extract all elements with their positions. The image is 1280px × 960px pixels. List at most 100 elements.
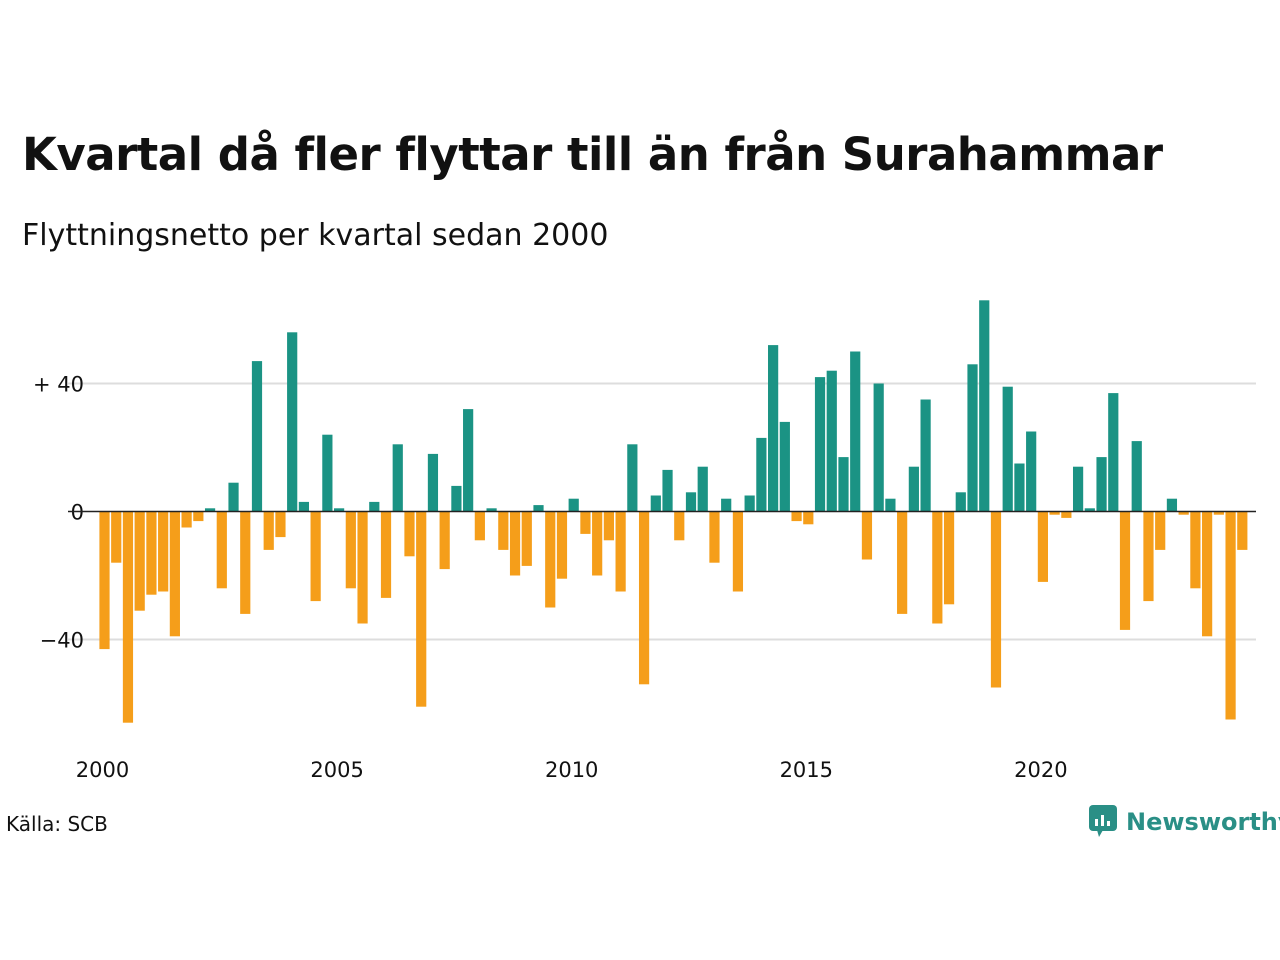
y-tick-label: 0 — [71, 501, 84, 525]
bar — [592, 511, 603, 576]
bar — [169, 511, 180, 637]
bar — [287, 332, 298, 512]
bar — [1061, 511, 1072, 518]
bar — [990, 511, 1002, 688]
bar — [897, 511, 908, 614]
bar — [134, 511, 145, 611]
bar — [697, 466, 708, 512]
bar — [439, 511, 450, 570]
bar — [193, 511, 204, 522]
bar — [404, 511, 415, 557]
gridlines — [68, 382, 1256, 641]
bar — [1096, 457, 1107, 512]
bar — [1014, 463, 1025, 512]
y-tick-label: + 40 — [33, 373, 84, 397]
bar — [721, 498, 732, 512]
bar — [650, 495, 661, 512]
bar — [474, 511, 485, 541]
bar — [1037, 511, 1048, 582]
bar — [1049, 511, 1060, 515]
bar — [204, 508, 216, 512]
bar — [568, 498, 579, 512]
x-tick-label: 2000 — [76, 758, 129, 782]
bar — [111, 511, 122, 563]
bar — [814, 377, 826, 512]
bar — [1119, 511, 1131, 630]
bar — [122, 511, 134, 723]
bar — [1213, 511, 1224, 515]
bar — [498, 511, 509, 550]
bar — [920, 399, 931, 512]
bar — [1202, 511, 1213, 637]
bar — [357, 511, 368, 624]
chart-title: Kvartal då fler flyttar till än från Sur… — [22, 128, 1163, 181]
bar — [545, 511, 556, 608]
bar — [779, 421, 790, 512]
bar — [158, 511, 169, 592]
bar — [251, 361, 263, 512]
bar — [885, 498, 896, 512]
bar — [756, 437, 767, 512]
bar — [533, 505, 544, 512]
x-tick-label: 2005 — [310, 758, 363, 782]
bar — [416, 511, 427, 707]
bar — [463, 409, 474, 512]
bar — [392, 444, 403, 512]
bar — [1225, 511, 1236, 720]
chart-bubble-icon — [1089, 805, 1117, 837]
bar — [275, 511, 286, 538]
bar — [615, 511, 626, 592]
bar — [791, 511, 802, 522]
bar — [310, 511, 321, 602]
bar — [826, 370, 837, 512]
bar — [943, 511, 955, 605]
bar — [580, 511, 591, 534]
bar — [768, 345, 779, 512]
bar — [979, 300, 990, 512]
bar — [1026, 431, 1037, 512]
bar — [334, 508, 345, 512]
bar — [228, 482, 239, 512]
bar — [380, 511, 392, 598]
bar — [709, 511, 720, 563]
bar — [1190, 511, 1201, 589]
bar — [873, 383, 884, 512]
bar — [486, 508, 497, 512]
bar — [298, 501, 310, 512]
bar — [345, 511, 356, 589]
bar — [240, 511, 251, 614]
bar — [322, 434, 333, 512]
bar — [685, 492, 697, 512]
bar — [1178, 511, 1189, 515]
bar — [955, 492, 966, 512]
bar — [369, 501, 380, 512]
bar — [521, 511, 532, 566]
source-note: Källa: SCB — [6, 812, 108, 836]
bar — [1237, 511, 1248, 550]
bar — [967, 364, 978, 512]
y-tick-label: −40 — [40, 629, 84, 653]
bar — [662, 469, 673, 512]
bar — [803, 511, 814, 525]
bar — [216, 511, 227, 589]
brand-logo: Newsworthy — [1088, 804, 1280, 840]
bar — [263, 511, 274, 550]
bar — [451, 485, 462, 512]
bars — [99, 300, 1248, 723]
bar — [850, 351, 861, 512]
bar — [932, 511, 943, 624]
bar — [1108, 393, 1119, 512]
axes: + 40 0 −40 2000 2005 2010 2015 2020 — [33, 373, 1256, 782]
x-tick-label: 2020 — [1014, 758, 1067, 782]
bar — [181, 511, 192, 528]
bar — [556, 511, 568, 579]
bar — [838, 457, 849, 512]
bar — [1155, 511, 1166, 550]
bar — [732, 511, 744, 592]
x-tick-label: 2010 — [545, 758, 598, 782]
bar — [1143, 511, 1154, 602]
x-tick-label: 2015 — [780, 758, 833, 782]
brand-name: Newsworthy — [1126, 808, 1280, 836]
bar — [1131, 441, 1142, 512]
chart-subtitle: Flyttningsnetto per kvartal sedan 2000 — [22, 218, 609, 253]
